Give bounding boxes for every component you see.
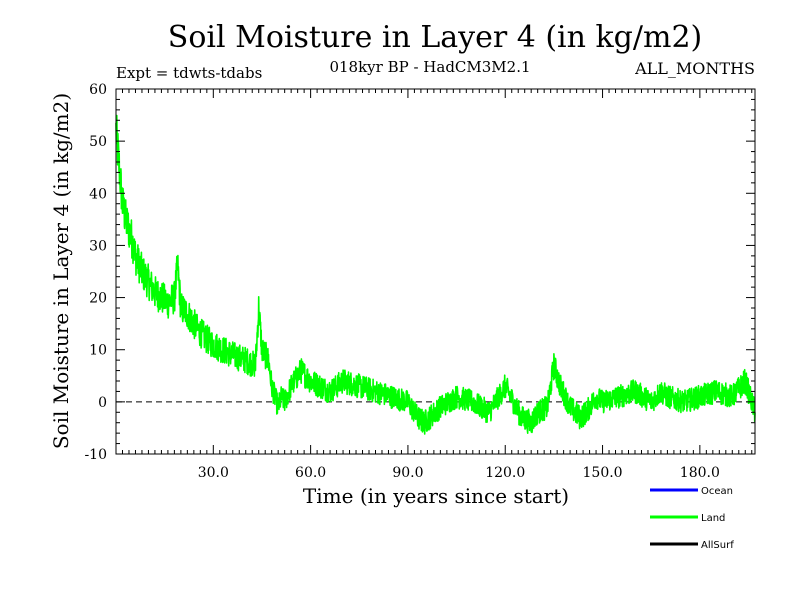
x-tick-label: 150.0 [583, 465, 623, 481]
y-axis-label: Soil Moisture in Layer 4 (in kg/m2) [49, 93, 73, 449]
y-tick-label: 0 [98, 395, 107, 411]
chart-subtitle: 018kyr BP - HadCM3M2.1 [329, 58, 530, 76]
y-tick-label: -10 [84, 447, 107, 463]
x-tick-label: 30.0 [198, 465, 229, 481]
y-tick-label: 60 [89, 82, 107, 98]
chart-title: Soil Moisture in Layer 4 (in kg/m2) [168, 20, 702, 55]
legend-label-allsurf: AllSurf [701, 540, 734, 551]
x-tick-label: 60.0 [295, 465, 326, 481]
legend-label-ocean: Ocean [701, 486, 733, 497]
x-axis-label: Time (in years since start) [303, 484, 569, 508]
series-line-land [115, 114, 756, 435]
plot-area [115, 114, 756, 435]
y-tick-label: 50 [89, 134, 107, 150]
y-tick-label: 30 [89, 238, 107, 254]
y-tick-label: 40 [89, 186, 107, 202]
x-tick-label: 120.0 [485, 465, 525, 481]
x-tick-label: 180.0 [680, 465, 720, 481]
experiment-label: Expt = tdwts-tdabs [116, 64, 262, 82]
y-tick-label: 20 [89, 291, 107, 307]
plot-frame [115, 88, 756, 455]
legend-label-land: Land [701, 513, 725, 524]
x-tick-label: 90.0 [392, 465, 423, 481]
months-label: ALL_MONTHS [634, 59, 755, 78]
axes: 30.0 60.0 90.0 120.0 150.0 180.0 -10 0 10 20 30 40 5… [84, 82, 756, 481]
y-tick-label: 10 [89, 343, 107, 359]
legend: Ocean Land AllSurf [650, 486, 734, 551]
